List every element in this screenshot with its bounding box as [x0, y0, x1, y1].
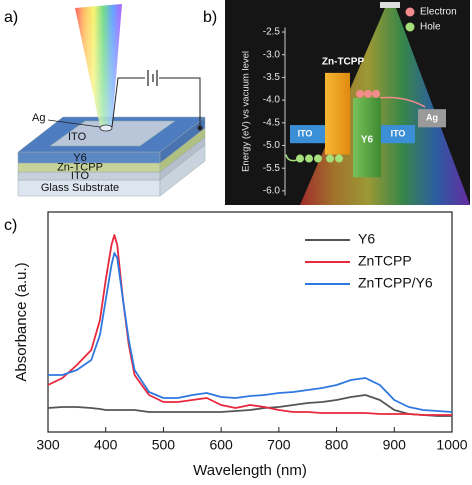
x-axis-label: Wavelength (nm)	[193, 462, 307, 479]
legend-label: Y6	[358, 231, 375, 247]
panel-label: a)	[4, 9, 18, 26]
legend-label: ZnTCPP/Y6	[358, 275, 433, 291]
energy-tick-label: -4.5	[263, 117, 281, 128]
electrode-label: Ag	[426, 113, 438, 123]
legend-hole-marker	[405, 22, 415, 32]
electron-arrow	[379, 96, 426, 108]
x-tick-label: 800	[325, 437, 349, 453]
x-tick-label: 600	[209, 437, 233, 453]
x-tick-label: 700	[267, 437, 291, 453]
hole-arrow	[285, 154, 301, 162]
x-tick-label: 400	[94, 437, 118, 453]
ito-left	[290, 125, 330, 144]
electron	[364, 89, 372, 98]
electron	[372, 89, 380, 98]
hole	[335, 154, 343, 163]
layer-label: Zn-TCPP	[57, 161, 103, 173]
x-tick-label: 900	[383, 437, 407, 453]
legend-label: Electron	[420, 7, 457, 18]
energy-tick-label: -4.0	[263, 95, 281, 106]
ag-electrode	[418, 109, 446, 128]
legend-label: Hole	[420, 22, 441, 33]
contact-label: Ag	[32, 112, 45, 124]
electrode-label: ITO	[68, 131, 87, 143]
y6-level	[353, 97, 381, 178]
ito-right	[381, 125, 415, 144]
hole	[305, 154, 313, 163]
light-beam	[300, 8, 470, 205]
energy-tick-label: -6.0	[263, 186, 281, 197]
electrode-label: ITO	[391, 129, 406, 139]
layer-label: Y6	[73, 152, 86, 164]
hole	[326, 154, 334, 163]
x-tick-label: 300	[36, 437, 60, 453]
energy-axis-label: Energy (eV) vs vacuum level	[241, 51, 252, 172]
energy-tick-label: -5.0	[263, 140, 281, 151]
y-axis-label: Absorbance (a.u.)	[13, 262, 30, 381]
series-line	[48, 252, 453, 413]
layer-label: ITO	[71, 170, 90, 182]
plot-frame	[47, 211, 453, 433]
panel-label: c)	[4, 217, 17, 234]
series-line	[47, 234, 452, 416]
light-source	[380, 2, 400, 8]
material-label: Y6	[361, 135, 374, 146]
legend-electron-marker	[405, 7, 415, 17]
legend-label: ZnTCPP	[358, 253, 412, 269]
device-schematic	[17, 4, 206, 197]
energy-tick-label: -2.5	[263, 27, 281, 38]
electron	[356, 89, 364, 98]
energy-tick-label: -3.5	[263, 72, 281, 83]
energy-tick-label: -3.0	[263, 49, 281, 60]
x-tick-label: 1000	[436, 437, 467, 453]
energy-tick-label: -5.5	[263, 163, 281, 174]
material-label: Zn-TCPP	[322, 57, 365, 68]
panel-label: b)	[203, 9, 217, 26]
zn-tcpp-level	[325, 72, 350, 155]
layer-label: Glass Substrate	[41, 182, 119, 194]
series-line	[47, 394, 452, 417]
hole	[314, 154, 322, 163]
x-tick-label: 500	[152, 437, 176, 453]
electrode-label: ITO	[298, 129, 313, 139]
hole	[296, 154, 304, 163]
